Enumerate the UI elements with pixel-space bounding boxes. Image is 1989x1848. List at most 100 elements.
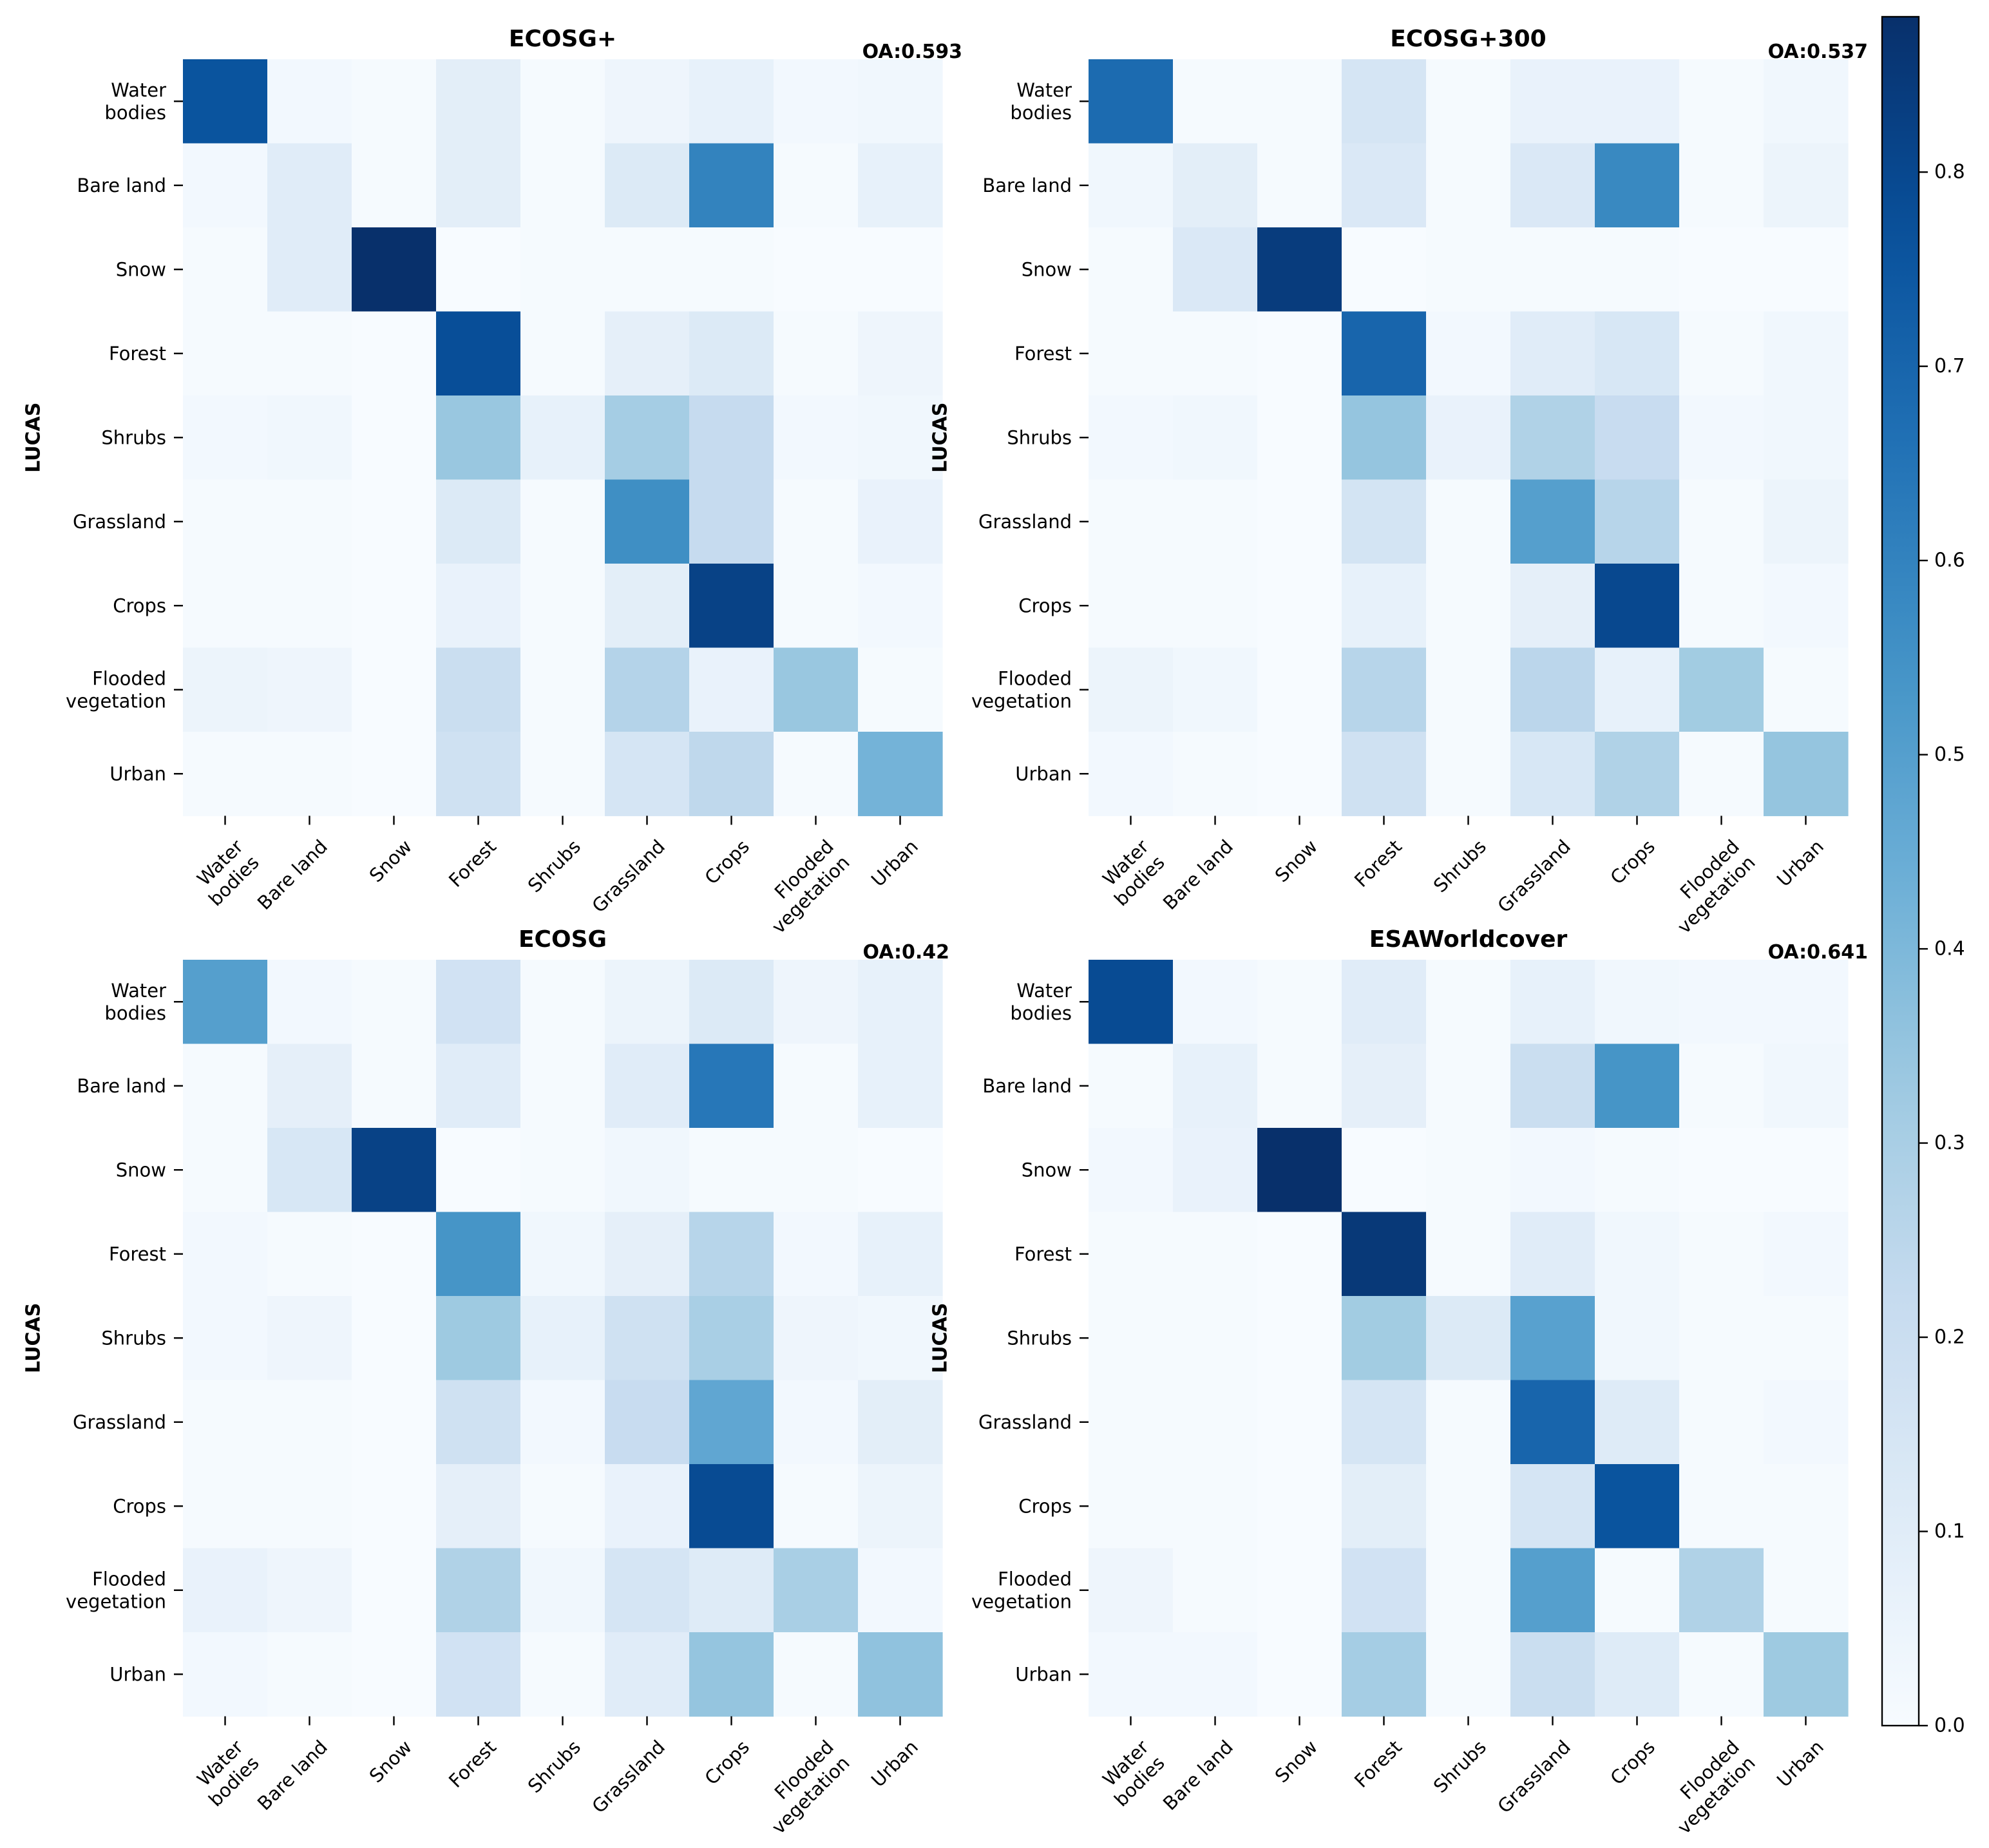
heatmap-cell-r7-c9 — [1764, 564, 1849, 649]
heatmap-cell-r4-c9 — [858, 311, 943, 396]
heatmap-cell-r3-c1 — [183, 1128, 268, 1213]
y-tick-label: Shrubs — [101, 426, 166, 448]
panel-title: ECOSG+300 — [1390, 26, 1546, 52]
heatmap-cell-r8-c1 — [1089, 1548, 1174, 1633]
heatmap-cell-r7-c7 — [1595, 1464, 1680, 1549]
heatmap-cell-r2-c6 — [1510, 143, 1595, 228]
heatmap-cell-r8-c6 — [1510, 1548, 1595, 1633]
heatmap-cell-r2-c2 — [1173, 143, 1258, 228]
heatmap-cell-r8-c5 — [1426, 647, 1511, 732]
heatmap-cell-r3-c2 — [267, 1128, 352, 1213]
y-tick-label: Snow — [1022, 258, 1072, 280]
heatmap-cell-r6-c1 — [1089, 1380, 1174, 1465]
heatmap-cell-r3-c1 — [183, 227, 268, 312]
heatmap-cell-r7-c9 — [858, 1464, 943, 1549]
heatmap-cell-r2-c8 — [1679, 143, 1764, 228]
heatmap-cell-r1-c7 — [689, 960, 774, 1045]
x-tick-label: Snow — [365, 1736, 415, 1787]
heatmap-cell-r7-c2 — [267, 564, 352, 649]
heatmap-cell-r9-c5 — [1426, 1632, 1511, 1717]
heatmap-cell-r6-c9 — [858, 1380, 943, 1465]
heatmap-cell-r2-c3 — [352, 1043, 437, 1129]
y-tick-label: Flooded vegetation — [66, 1568, 166, 1612]
y-tick-label: Urban — [1015, 1663, 1072, 1685]
heatmap-cell-r9-c2 — [267, 732, 352, 817]
heatmap-cell-r4-c7 — [1595, 311, 1680, 396]
x-tick-label: Forest — [1350, 1736, 1406, 1792]
heatmap-cell-r1-c1 — [183, 59, 268, 144]
heatmap-cell-r5-c1 — [1089, 395, 1174, 481]
heatmap-cell-r8-c1 — [183, 647, 268, 732]
heatmap-cell-r3-c4 — [436, 227, 521, 312]
y-tick-label: Bare land — [77, 1075, 166, 1097]
heatmap-cell-r7-c1 — [1089, 1464, 1174, 1549]
heatmap-cell-r1-c9 — [858, 960, 943, 1045]
heatmap-cell-r4-c2 — [1173, 1212, 1258, 1297]
x-tick-label: Forest — [444, 1736, 500, 1792]
y-axis-label: LUCAS — [929, 403, 952, 473]
heatmap-cell-r2-c1 — [1089, 1043, 1174, 1129]
heatmap-cell-r2-c9 — [858, 1043, 943, 1129]
heatmap-cell-r8-c8 — [774, 1548, 859, 1633]
heatmap-cell-r3-c8 — [1679, 227, 1764, 312]
panel-title: ECOSG+ — [509, 26, 616, 52]
heatmap-cell-r4-c1 — [1089, 311, 1174, 396]
heatmap-cell-r1-c3 — [352, 59, 437, 144]
heatmap-cell-r5-c4 — [436, 395, 521, 481]
x-tick-label: Snow — [365, 835, 415, 886]
y-tick-label: Water bodies — [1010, 79, 1072, 124]
heatmap-cell-r2-c3 — [1257, 143, 1342, 228]
heatmap-cell-r5-c8 — [774, 1296, 859, 1381]
colorbar-tick-label: 0.2 — [1934, 1326, 1965, 1349]
heatmap-cell-r6-c6 — [1510, 1380, 1595, 1465]
x-tick-label: Snow — [1270, 1736, 1321, 1787]
heatmap-cell-r3-c9 — [858, 1128, 943, 1213]
heatmap-cell-r4-c5 — [520, 311, 605, 396]
heatmap-cell-r6-c5 — [1426, 1380, 1511, 1465]
heatmap-cell-r8-c6 — [605, 647, 690, 732]
x-tick-label: Urban — [1773, 835, 1828, 891]
y-tick-label: Urban — [1015, 763, 1072, 785]
heatmap-cell-r9-c1 — [1089, 732, 1174, 817]
heatmap-cell-r5-c4 — [1342, 395, 1427, 481]
heatmap-cell-r6-c1 — [1089, 479, 1174, 564]
heatmap-cell-r2-c2 — [267, 143, 352, 228]
x-tick-label: Crops — [1606, 1736, 1659, 1789]
heatmap-cell-r8-c1 — [1089, 647, 1174, 732]
heatmap-cell-r1-c2 — [267, 59, 352, 144]
heatmap-cell-r2-c6 — [1510, 1043, 1595, 1129]
heatmap-cell-r3-c6 — [605, 1128, 690, 1213]
colorbar-tick-label: 0.8 — [1934, 161, 1965, 184]
heatmap-cell-r3-c8 — [774, 227, 859, 312]
y-tick-label: Grassland — [73, 1411, 166, 1433]
heatmap-cell-r6-c2 — [267, 1380, 352, 1465]
y-tick-label: Urban — [109, 1663, 166, 1685]
colorbar-gradient — [1881, 15, 1920, 1727]
heatmap-cell-r8-c3 — [352, 647, 437, 732]
heatmap-cell-r8-c3 — [1257, 1548, 1342, 1633]
y-tick-label: Water bodies — [104, 79, 166, 124]
heatmap-cell-r8-c2 — [267, 647, 352, 732]
heatmap-cell-r4-c8 — [774, 311, 859, 396]
x-tick-label: Shrubs — [524, 835, 585, 897]
heatmap-cell-r1-c1 — [183, 960, 268, 1045]
heatmap-cell-r6-c3 — [352, 479, 437, 564]
heatmap-cell-r2-c4 — [1342, 1043, 1427, 1129]
heatmap-cell-r3-c9 — [1764, 227, 1849, 312]
heatmap-cell-r4-c8 — [1679, 1212, 1764, 1297]
heatmap-cell-r7-c1 — [183, 1464, 268, 1549]
heatmap-cell-r5-c3 — [352, 1296, 437, 1381]
heatmap-cell-r2-c9 — [1764, 143, 1849, 228]
heatmap-cell-r2-c6 — [605, 143, 690, 228]
heatmap-cell-r4-c3 — [352, 1212, 437, 1297]
heatmap-cell-r7-c7 — [689, 1464, 774, 1549]
x-tick-label: Floodedvegetation — [1657, 835, 1759, 938]
heatmap-cell-r2-c9 — [1764, 1043, 1849, 1129]
heatmap-cell-r7-c6 — [1510, 1464, 1595, 1549]
y-tick-label: Bare land — [77, 175, 166, 196]
heatmap-cell-r7-c8 — [1679, 564, 1764, 649]
heatmap-cell-r1-c9 — [1764, 960, 1849, 1045]
y-axis-label: LUCAS — [929, 1303, 952, 1373]
